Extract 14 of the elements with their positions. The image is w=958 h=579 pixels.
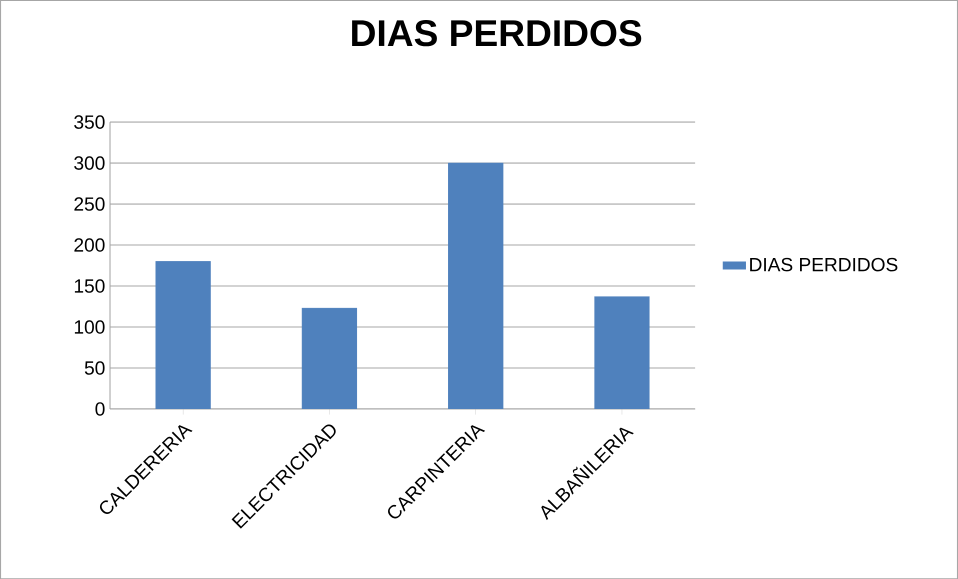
bar <box>302 308 358 409</box>
y-tick-label: 50 <box>84 361 105 375</box>
y-tick-label: 250 <box>74 197 105 211</box>
legend-label: DIAS PERDIDOS <box>750 258 898 272</box>
y-tick-label: 100 <box>74 320 105 334</box>
bar <box>448 162 504 409</box>
chart-title: DIAS PERDIDOS <box>352 20 642 46</box>
y-tick-label: 300 <box>74 156 105 170</box>
bar <box>156 260 211 409</box>
y-tick-label: 0 <box>95 402 105 416</box>
y-tick-label: 150 <box>74 279 105 293</box>
y-tick-label: 350 <box>74 115 105 129</box>
bar <box>594 296 650 409</box>
y-tick-label: 200 <box>74 238 105 252</box>
